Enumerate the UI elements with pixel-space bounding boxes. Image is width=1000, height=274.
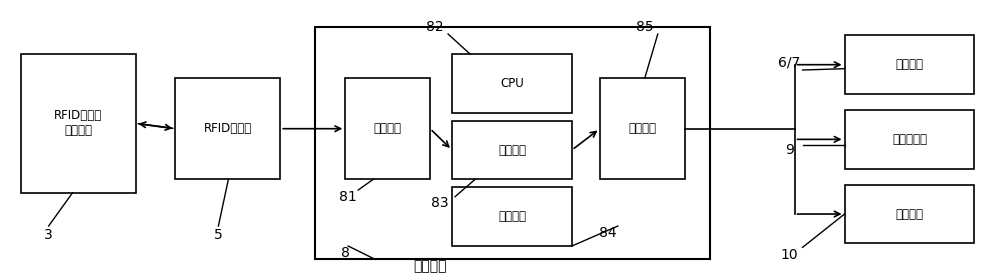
Text: 输出接口: 输出接口 bbox=[628, 122, 656, 135]
Text: CPU: CPU bbox=[500, 77, 524, 90]
Text: 加热装置: 加热装置 bbox=[895, 58, 923, 71]
Text: 冷却装置: 冷却装置 bbox=[895, 207, 923, 221]
Text: 3: 3 bbox=[44, 228, 53, 242]
Text: 6/7: 6/7 bbox=[778, 55, 801, 69]
Text: 10: 10 bbox=[781, 248, 798, 262]
Bar bbox=[452, 187, 572, 246]
Text: 85: 85 bbox=[636, 20, 654, 34]
Text: 控制模块: 控制模块 bbox=[413, 259, 447, 273]
Bar bbox=[600, 78, 685, 179]
Text: 通信单元: 通信单元 bbox=[498, 210, 526, 223]
Text: RFID阅读器: RFID阅读器 bbox=[204, 122, 252, 135]
Text: 存储单元: 存储单元 bbox=[498, 144, 526, 156]
Bar bbox=[845, 185, 974, 243]
Text: 81: 81 bbox=[339, 190, 357, 204]
Bar bbox=[345, 78, 430, 179]
Bar bbox=[175, 78, 280, 179]
Text: 抽真空接口: 抽真空接口 bbox=[892, 133, 927, 146]
Bar bbox=[845, 35, 974, 94]
Bar bbox=[845, 110, 974, 169]
Text: RFID温湿度
电子标签: RFID温湿度 电子标签 bbox=[54, 109, 102, 137]
Bar bbox=[452, 121, 572, 179]
Bar bbox=[21, 54, 136, 193]
Text: 83: 83 bbox=[431, 196, 449, 210]
Bar bbox=[452, 54, 572, 113]
Text: 输入接口: 输入接口 bbox=[374, 122, 402, 135]
Text: 84: 84 bbox=[599, 226, 617, 240]
Text: 9: 9 bbox=[785, 143, 794, 157]
Text: 8: 8 bbox=[341, 246, 350, 260]
Text: 82: 82 bbox=[426, 20, 444, 34]
Bar bbox=[315, 27, 710, 259]
Text: 5: 5 bbox=[214, 228, 223, 242]
